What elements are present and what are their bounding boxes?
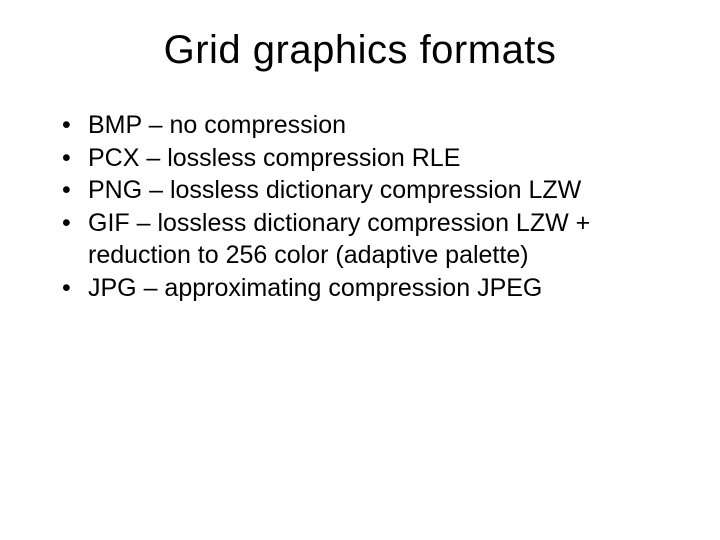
list-item: GIF – lossless dictionary compression LZ… bbox=[62, 207, 672, 272]
slide: Grid graphics formats BMP – no compressi… bbox=[0, 0, 720, 540]
bullet-list: BMP – no compression PCX – lossless comp… bbox=[48, 109, 672, 304]
list-item: JPG – approximating compression JPEG bbox=[62, 272, 672, 305]
list-item: BMP – no compression bbox=[62, 109, 672, 142]
list-item: PCX – lossless compression RLE bbox=[62, 142, 672, 175]
list-item: PNG – lossless dictionary compression LZ… bbox=[62, 174, 672, 207]
slide-title: Grid graphics formats bbox=[48, 28, 672, 73]
